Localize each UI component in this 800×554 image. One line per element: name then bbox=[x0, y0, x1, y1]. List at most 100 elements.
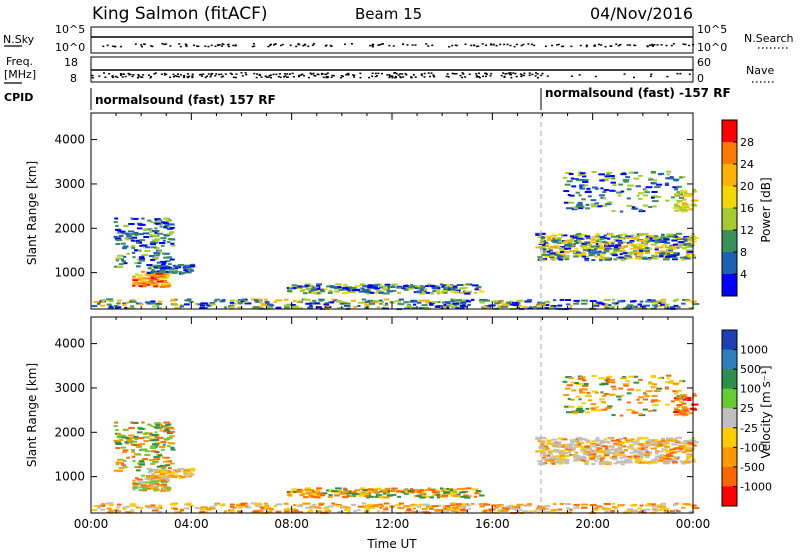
nave-point bbox=[504, 73, 507, 75]
velocity-echo-cell bbox=[273, 505, 277, 508]
velocity-echo-cell bbox=[664, 448, 668, 451]
velocity-echo-cell bbox=[163, 421, 171, 424]
velocity-echo-cell bbox=[378, 495, 384, 498]
velocity-echo-cell bbox=[652, 383, 658, 386]
velocity-echo-cell bbox=[179, 509, 185, 512]
velocity-echo-cell bbox=[666, 377, 670, 380]
power-echo-cell bbox=[113, 221, 118, 224]
velocity-echo-cell bbox=[575, 383, 581, 386]
velocity-echo-cell bbox=[159, 427, 163, 430]
power-echo-cell bbox=[584, 259, 589, 262]
power-echo-cell bbox=[136, 265, 141, 268]
power-echo-cell bbox=[613, 238, 618, 241]
nave-point bbox=[316, 73, 319, 75]
velocity-echo-cell bbox=[439, 487, 444, 490]
nave-point bbox=[283, 76, 286, 78]
power-echo-cell bbox=[673, 207, 679, 210]
velocity-echo-cell bbox=[152, 439, 157, 442]
power-echo-cell bbox=[594, 202, 600, 205]
power-echo-cell bbox=[436, 287, 441, 290]
velocity-echo-cell bbox=[612, 388, 617, 391]
power-echo-cell bbox=[606, 176, 611, 179]
nave-point bbox=[478, 72, 481, 75]
freq-label: Freq. bbox=[6, 55, 33, 68]
power-echo-cell bbox=[339, 302, 346, 305]
nave-point bbox=[353, 74, 356, 77]
power-x-ticks bbox=[90, 113, 694, 309]
nave-point bbox=[279, 76, 282, 79]
velocity-echo-cell bbox=[420, 492, 424, 495]
power-echo-cell bbox=[153, 285, 158, 288]
power-echo-cell bbox=[664, 303, 670, 306]
nave-point bbox=[202, 73, 205, 75]
nsearch-point bbox=[313, 43, 316, 45]
velocity-echo-cell bbox=[681, 506, 686, 509]
power-echo-cell bbox=[237, 302, 243, 305]
power-echo-cell bbox=[633, 253, 638, 256]
power-echo-cell bbox=[612, 184, 617, 187]
velocity-echo-cell bbox=[681, 402, 687, 405]
velocity-echo-cell bbox=[324, 506, 329, 509]
power-echo-cell bbox=[483, 299, 491, 302]
power-echo-cell bbox=[576, 207, 584, 210]
velocity-echo-cell bbox=[460, 495, 466, 498]
velocity-echo-cell bbox=[595, 444, 600, 447]
velocity-echo-cell bbox=[157, 504, 163, 507]
nsearch-point bbox=[600, 44, 603, 46]
power-echo-cell bbox=[541, 241, 549, 244]
velocity-echo-cell bbox=[374, 495, 382, 498]
power-echo-cell bbox=[686, 250, 694, 253]
velocity-echo-cell bbox=[541, 445, 549, 448]
velocity-echo-cell bbox=[604, 383, 609, 386]
velocity-echo-cell bbox=[584, 463, 589, 466]
power-echo-cell bbox=[177, 266, 181, 269]
velocity-echo-cell bbox=[136, 426, 143, 429]
velocity-echo-cell bbox=[594, 439, 599, 442]
power-echo-cell bbox=[199, 306, 205, 309]
nsearch-point bbox=[646, 45, 649, 47]
velocity-echo-cell bbox=[237, 506, 243, 509]
power-echo-cell bbox=[167, 238, 174, 241]
nsearch-point bbox=[382, 43, 385, 45]
power-echo-cell bbox=[637, 257, 645, 260]
velocity-echo-cell bbox=[160, 479, 167, 482]
nsearch-point bbox=[585, 44, 588, 46]
velocity-echo-cell bbox=[153, 458, 160, 461]
velocity-echo-cell bbox=[383, 496, 390, 499]
power-echo-cell bbox=[316, 283, 323, 286]
velocity-echo-cell bbox=[560, 454, 565, 457]
nave-tick-low: 0 bbox=[697, 72, 704, 85]
velocity-echo-cell bbox=[154, 431, 158, 434]
velocity-echo-cell bbox=[448, 492, 456, 495]
power-echo-cell bbox=[673, 252, 678, 255]
power-echo-cell bbox=[343, 283, 347, 286]
velocity-echo-cell bbox=[166, 437, 173, 440]
power-echo-cell bbox=[139, 244, 143, 247]
power-echo-cell bbox=[656, 183, 663, 186]
power-echo-cell bbox=[625, 176, 630, 179]
nsearch-point bbox=[513, 45, 516, 48]
velocity-echo-cell bbox=[577, 443, 582, 446]
velocity-echo-cell bbox=[654, 508, 659, 511]
velocity-echo-cell bbox=[140, 489, 147, 492]
velocity-echo-cell bbox=[620, 463, 625, 466]
velocity-echo-cell bbox=[690, 397, 694, 400]
velocity-echo-cell bbox=[536, 511, 544, 514]
cpid-label: CPID bbox=[4, 91, 33, 104]
velocity-echo-cell bbox=[672, 390, 679, 393]
power-echo-cell bbox=[459, 299, 466, 302]
colorbar-segment bbox=[722, 274, 737, 297]
power-echo-cell bbox=[494, 300, 501, 303]
nave-point bbox=[410, 76, 413, 78]
nave-point bbox=[399, 73, 402, 75]
velocity-echo-cell bbox=[425, 505, 433, 508]
nave-point bbox=[490, 72, 493, 75]
velocity-echo-cell bbox=[113, 425, 118, 428]
velocity-echo-cell bbox=[381, 489, 388, 492]
power-echo-cell bbox=[168, 270, 175, 273]
velocity-echo-cell bbox=[594, 451, 598, 454]
nsearch-point bbox=[350, 43, 353, 45]
velocity-echo-cell bbox=[144, 486, 148, 489]
velocity-echo-cell bbox=[137, 445, 143, 448]
velocity-echo-cell bbox=[685, 453, 690, 456]
